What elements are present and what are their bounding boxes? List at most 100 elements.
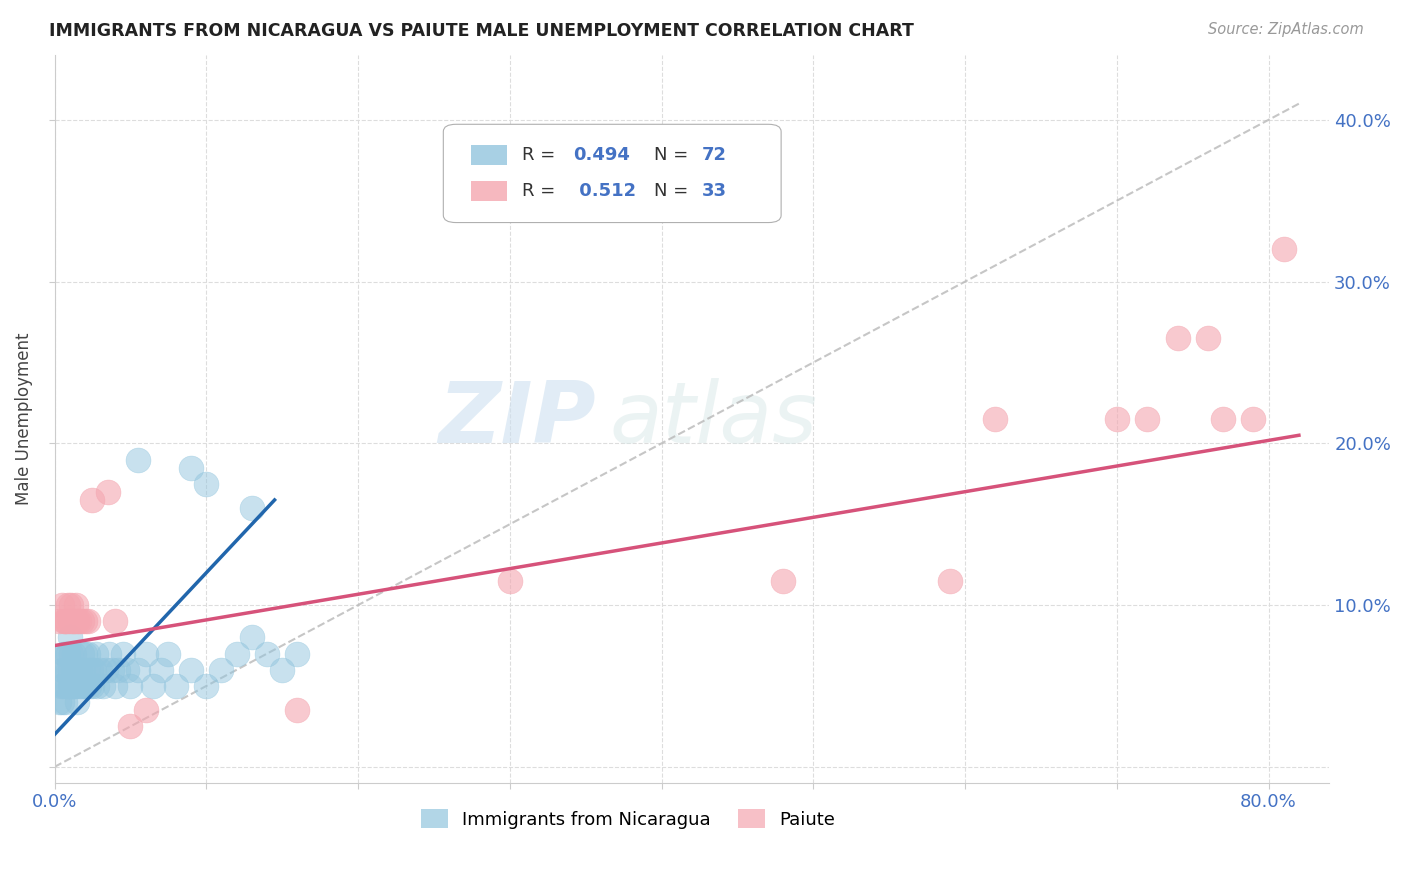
Point xyxy=(75,679,97,693)
Point xyxy=(70,647,93,661)
Point xyxy=(984,412,1007,426)
Point xyxy=(256,647,278,661)
Point xyxy=(120,719,142,733)
Point xyxy=(240,631,263,645)
Point xyxy=(127,452,149,467)
Point xyxy=(1272,242,1295,256)
Point xyxy=(56,647,79,661)
Point xyxy=(48,695,70,709)
Point xyxy=(86,679,108,693)
Point xyxy=(66,695,89,709)
Point xyxy=(59,679,82,693)
Point xyxy=(69,663,91,677)
Point xyxy=(51,695,73,709)
Point xyxy=(66,615,89,629)
Point xyxy=(59,663,82,677)
Point xyxy=(72,663,94,677)
Point xyxy=(939,574,962,588)
Text: 33: 33 xyxy=(702,182,727,201)
Point xyxy=(67,615,90,629)
Point xyxy=(77,663,100,677)
Point xyxy=(66,663,89,677)
Point xyxy=(70,615,93,629)
Point xyxy=(77,647,100,661)
Point xyxy=(55,663,77,677)
Point xyxy=(55,679,77,693)
Point xyxy=(89,663,111,677)
Point xyxy=(62,679,84,693)
Text: R =: R = xyxy=(523,146,561,164)
Point xyxy=(55,647,77,661)
Point xyxy=(62,615,84,629)
Point xyxy=(225,647,247,661)
Point xyxy=(79,679,101,693)
Point xyxy=(82,493,104,508)
Text: 0.512: 0.512 xyxy=(574,182,637,201)
Point xyxy=(52,615,75,629)
Point xyxy=(120,679,142,693)
Point xyxy=(53,695,76,709)
Point xyxy=(65,663,87,677)
Point xyxy=(1197,331,1219,345)
Point xyxy=(84,647,107,661)
Point xyxy=(59,631,82,645)
Point xyxy=(56,598,79,612)
Point xyxy=(1166,331,1188,345)
Point xyxy=(104,679,127,693)
Text: 0.494: 0.494 xyxy=(574,146,630,164)
Point xyxy=(60,598,83,612)
Point xyxy=(82,679,104,693)
Point xyxy=(97,484,120,499)
Y-axis label: Male Unemployment: Male Unemployment xyxy=(15,333,32,506)
Text: R =: R = xyxy=(523,182,561,201)
Point xyxy=(73,679,96,693)
Point xyxy=(59,615,82,629)
Point xyxy=(53,663,76,677)
Point xyxy=(52,647,75,661)
Point xyxy=(107,663,129,677)
Point xyxy=(1136,412,1159,426)
Point xyxy=(65,679,87,693)
Point xyxy=(52,679,75,693)
Point xyxy=(56,679,79,693)
Point xyxy=(73,647,96,661)
Bar xyxy=(471,145,508,165)
Point xyxy=(98,647,121,661)
Point xyxy=(53,647,76,661)
Point xyxy=(60,647,83,661)
Point xyxy=(195,476,218,491)
Point xyxy=(67,679,90,693)
Point xyxy=(149,663,172,677)
Point xyxy=(51,598,73,612)
Point xyxy=(157,647,180,661)
FancyBboxPatch shape xyxy=(443,124,782,223)
Point xyxy=(60,679,83,693)
Text: atlas: atlas xyxy=(609,377,817,460)
Point xyxy=(142,679,165,693)
Point xyxy=(1105,412,1128,426)
Point xyxy=(180,460,202,475)
Point xyxy=(80,663,103,677)
Text: N =: N = xyxy=(654,182,693,201)
Point xyxy=(195,679,218,693)
Point xyxy=(56,663,79,677)
Text: Source: ZipAtlas.com: Source: ZipAtlas.com xyxy=(1208,22,1364,37)
Point xyxy=(91,679,114,693)
Point xyxy=(51,663,73,677)
Point xyxy=(180,663,202,677)
Point xyxy=(73,615,96,629)
Point xyxy=(104,615,127,629)
Point xyxy=(111,647,134,661)
Legend: Immigrants from Nicaragua, Paiute: Immigrants from Nicaragua, Paiute xyxy=(413,802,842,836)
Point xyxy=(135,647,157,661)
Point xyxy=(65,598,87,612)
Point xyxy=(135,703,157,717)
Point xyxy=(271,663,294,677)
Point xyxy=(1241,412,1264,426)
Point xyxy=(1212,412,1234,426)
Text: IMMIGRANTS FROM NICARAGUA VS PAIUTE MALE UNEMPLOYMENT CORRELATION CHART: IMMIGRANTS FROM NICARAGUA VS PAIUTE MALE… xyxy=(49,22,914,40)
Point xyxy=(165,679,187,693)
Point xyxy=(70,679,93,693)
Point xyxy=(772,574,794,588)
Point xyxy=(62,663,84,677)
